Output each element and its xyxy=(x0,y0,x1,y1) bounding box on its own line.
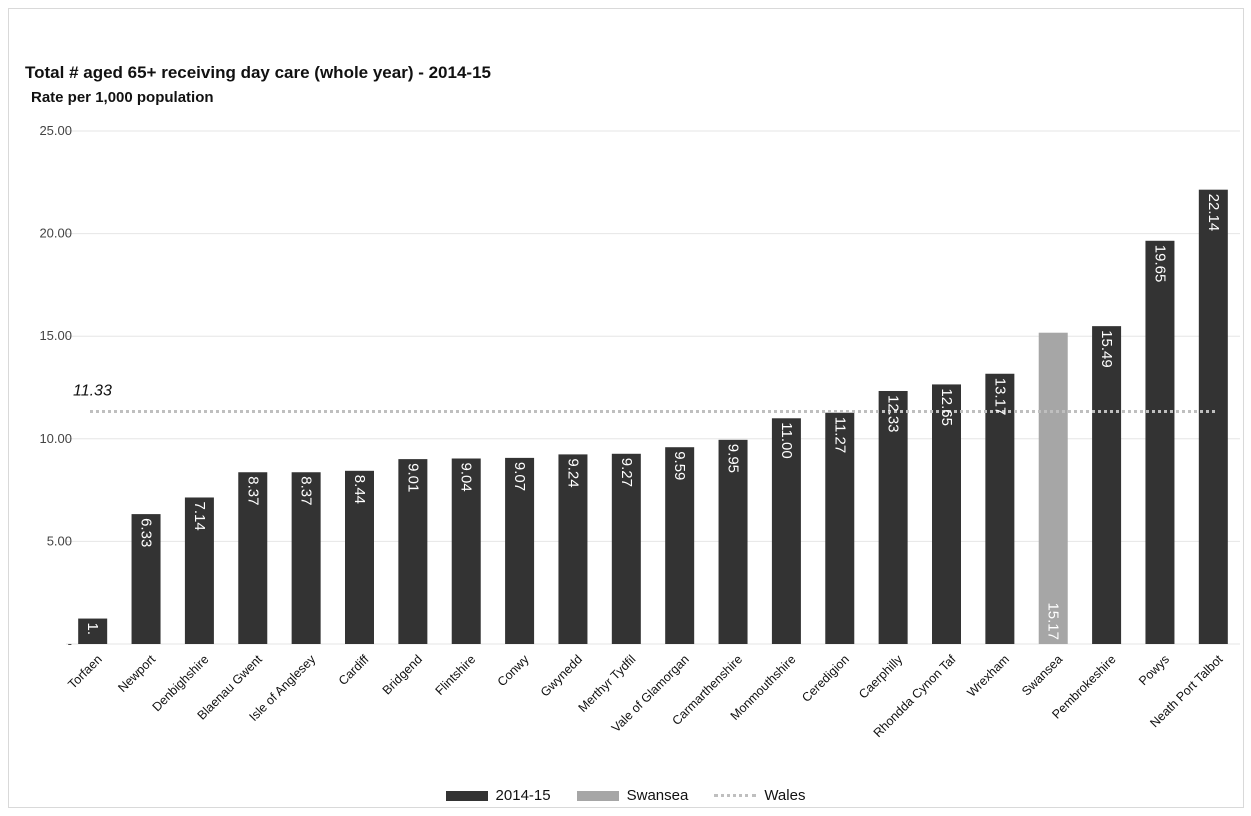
data-label: 11.27 xyxy=(831,417,848,453)
bar xyxy=(771,418,801,644)
bar xyxy=(665,447,695,644)
data-label: 12.65 xyxy=(938,388,955,426)
chart-frame xyxy=(8,8,1244,808)
x-tick-label: Newport xyxy=(115,652,158,695)
data-label: 9.01 xyxy=(404,463,421,492)
data-label: 1. xyxy=(84,623,101,636)
y-tick-label: 20.00 xyxy=(39,226,72,241)
data-label: 15.49 xyxy=(1098,330,1115,368)
bar xyxy=(878,390,908,644)
legend-swatch-highlight xyxy=(576,790,619,801)
bar xyxy=(238,472,268,644)
legend-item-reference: Wales xyxy=(714,787,805,804)
legend-label-series: 2014-15 xyxy=(495,787,551,804)
data-label: 9.95 xyxy=(725,444,742,473)
bar xyxy=(451,458,481,644)
bar xyxy=(718,439,748,644)
bar xyxy=(78,618,108,644)
bar xyxy=(611,453,641,644)
legend-label-reference: Wales xyxy=(764,787,806,804)
x-tick-label: Wrexham xyxy=(964,652,1012,700)
bar xyxy=(398,459,428,644)
y-tick-label: 15.00 xyxy=(39,328,72,343)
bar xyxy=(345,470,374,644)
data-label: 19.65 xyxy=(1151,245,1168,283)
x-tick-label: Cardiff xyxy=(336,652,372,688)
legend-swatch-reference xyxy=(714,794,757,797)
x-tick-label: Flintshire xyxy=(433,652,479,698)
x-tick-label: Gwynedd xyxy=(538,652,585,699)
bar xyxy=(932,384,961,644)
data-label: 8.37 xyxy=(244,476,261,505)
bar xyxy=(184,497,214,644)
bar xyxy=(1038,332,1068,644)
data-label: 9.04 xyxy=(458,462,475,491)
legend-item-series: 2014-15 xyxy=(445,787,551,804)
bar xyxy=(558,454,588,644)
x-tick-label: Swansea xyxy=(1019,652,1065,698)
legend-swatch-series xyxy=(445,790,488,801)
bar xyxy=(1198,189,1228,644)
legend-label-highlight: Swansea xyxy=(626,787,689,804)
data-label: 9.24 xyxy=(564,458,581,487)
chart-title: Total # aged 65+ receiving day care (who… xyxy=(25,63,491,82)
data-label: 12.33 xyxy=(885,395,902,433)
data-label: 13.17 xyxy=(991,378,1008,416)
legend-item-highlight: Swansea xyxy=(576,787,689,804)
y-tick-label: - xyxy=(68,636,72,651)
chart-subtitle: Rate per 1,000 population xyxy=(31,89,214,106)
data-label: 11.00 xyxy=(778,422,795,458)
data-label: 9.27 xyxy=(618,458,635,487)
data-label: 6.33 xyxy=(138,518,155,547)
x-tick-label: Conwy xyxy=(495,652,532,689)
bar xyxy=(131,514,161,644)
bar xyxy=(1145,240,1175,645)
y-tick-label: 25.00 xyxy=(39,123,72,138)
data-label: 9.59 xyxy=(671,451,688,480)
reference-line-label: 11.33 xyxy=(73,383,112,400)
x-tick-label: Ceredigion xyxy=(799,652,852,705)
bar xyxy=(985,373,1015,644)
x-tick-label: Bridgend xyxy=(380,652,425,697)
x-tick-label: Torfaen xyxy=(65,652,104,691)
data-label: 7.14 xyxy=(191,501,208,530)
y-tick-label: 5.00 xyxy=(47,533,72,548)
y-tick-label: 10.00 xyxy=(39,431,72,446)
data-label: 8.37 xyxy=(298,476,315,505)
x-tick-label: Powys xyxy=(1136,652,1172,688)
data-label: 8.44 xyxy=(351,475,368,504)
data-label: 22.14 xyxy=(1205,194,1222,232)
data-label: 9.07 xyxy=(511,462,528,491)
bar xyxy=(505,457,535,644)
bar xyxy=(1092,326,1122,644)
bar xyxy=(825,412,855,644)
x-tick-label: Caerphilly xyxy=(856,652,906,702)
bar xyxy=(291,472,321,644)
chart-legend: 2014-15 Swansea Wales xyxy=(0,787,1251,804)
data-label: 15.17 xyxy=(1045,602,1062,640)
